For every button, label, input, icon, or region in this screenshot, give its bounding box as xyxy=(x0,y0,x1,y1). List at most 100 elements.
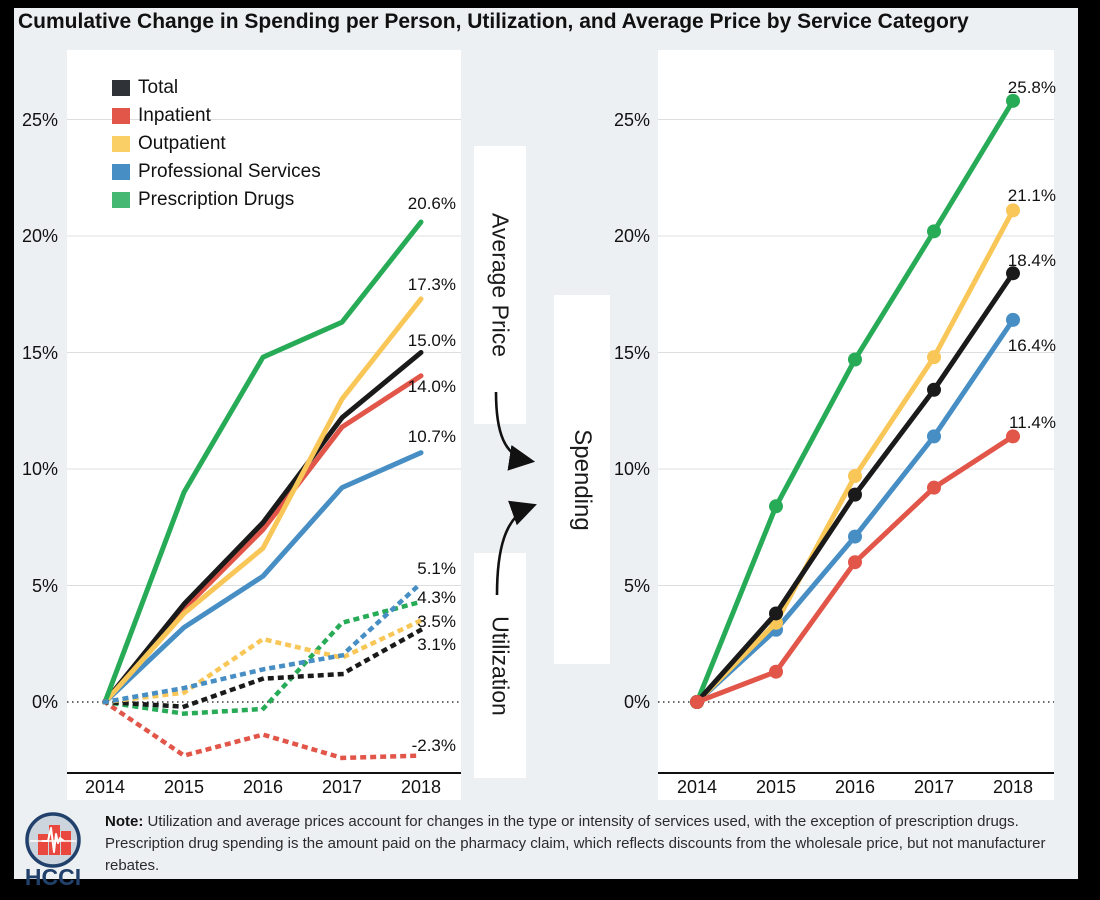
value-label-Total — Utilization: 3.1% xyxy=(417,634,456,654)
data-point-Inpatient xyxy=(927,480,941,495)
x-tick-label: 2014 xyxy=(84,777,126,797)
value-label-Prescription Drugs — Average Price: 20.6% xyxy=(407,194,456,214)
value-label-Outpatient — Utilization: 3.5% xyxy=(417,612,456,632)
logo-bar-icon xyxy=(61,831,71,855)
series-line-Total — Average Price xyxy=(102,350,424,705)
series-line-Outpatient xyxy=(694,207,1016,705)
legend-item-Professional Services: Professional Services xyxy=(112,158,321,186)
x-tick-label: 2015 xyxy=(755,777,797,797)
logo-text: HCCI xyxy=(25,864,81,890)
series-line-Professional Services xyxy=(694,317,1016,705)
page-title: Cumulative Change in Spending per Person… xyxy=(18,10,969,33)
y-tick-label: 0% xyxy=(31,692,58,712)
value-label-Outpatient: 21.1% xyxy=(1007,186,1056,206)
series-line-Inpatient — Utilization xyxy=(101,698,424,761)
average-price-annotation-box: Average Price xyxy=(474,146,526,424)
value-label-Inpatient — Average Price: 14.0% xyxy=(407,376,456,396)
utilization-to-spending-arrow xyxy=(495,500,537,596)
x-tick-label: 2017 xyxy=(913,777,955,797)
legend-swatch-icon xyxy=(112,80,130,96)
value-label-Total — Average Price: 15.0% xyxy=(407,331,456,350)
y-tick-label: 15% xyxy=(21,342,58,363)
y-tick-label: 5% xyxy=(31,575,58,596)
series-line-Outpatient — Average Price xyxy=(102,296,424,705)
data-point-Prescription Drugs xyxy=(769,499,783,514)
data-point-Inpatient xyxy=(848,555,862,570)
spending-plot xyxy=(658,93,1054,774)
data-point-Professional Services xyxy=(927,429,941,444)
data-point-Inpatient xyxy=(690,695,704,709)
x-tick-label: 2018 xyxy=(400,777,442,797)
value-label-Total: 18.4% xyxy=(1007,251,1056,271)
value-label-Inpatient — Utilization: -2.3% xyxy=(411,735,456,755)
series-line-Total — Utilization xyxy=(102,626,425,709)
value-label-Professional Services: 16.4% xyxy=(1007,335,1056,355)
logo-ekg-icon xyxy=(42,827,65,853)
flow-arrows xyxy=(494,391,537,596)
legend-item-Total: Total xyxy=(112,74,321,102)
data-point-Total xyxy=(848,487,862,502)
x-tick-label: 2016 xyxy=(242,777,284,797)
data-point-Outpatient xyxy=(927,350,941,365)
data-point-Prescription Drugs xyxy=(927,224,941,239)
y-tick-label: 5% xyxy=(623,575,650,596)
y-tick-label: 20% xyxy=(613,226,650,246)
value-label-Prescription Drugs: 25.8% xyxy=(1007,77,1056,97)
footnote-label: Note: xyxy=(105,813,144,830)
legend-label: Professional Services xyxy=(138,161,321,182)
data-point-Outpatient xyxy=(1006,203,1020,218)
data-point-Inpatient xyxy=(1006,429,1020,444)
legend-item-Inpatient: Inpatient xyxy=(112,102,321,130)
price-utilization-plot xyxy=(67,119,461,774)
x-tick-label: 2016 xyxy=(834,777,876,797)
legend-label: Prescription Drugs xyxy=(138,189,295,210)
legend: Total Inpatient Outpatient Professional Ser… xyxy=(112,74,321,214)
legend-label: Inpatient xyxy=(138,105,211,126)
data-point-Total xyxy=(769,606,783,621)
average-price-to-spending-arrow xyxy=(494,391,536,471)
series-line-Professional Services — Utilization xyxy=(102,579,425,705)
x-tick-label: 2018 xyxy=(992,777,1034,797)
series-line-Professional Services — Average Price xyxy=(102,450,424,705)
y-tick-label: 15% xyxy=(613,342,650,363)
data-point-Professional Services xyxy=(1006,312,1020,327)
legend-item-Outpatient: Outpatient xyxy=(112,130,321,158)
value-label-Professional Services — Average Price: 10.7% xyxy=(407,426,456,446)
series-line-Inpatient — Average Price xyxy=(102,373,424,705)
data-point-Inpatient xyxy=(769,664,783,679)
series-line-Prescription Drugs — Average Price xyxy=(102,219,424,705)
footnote: Note: Utilization and average prices acc… xyxy=(105,811,1063,876)
value-label-Outpatient — Average Price: 17.3% xyxy=(407,274,456,294)
data-point-Total xyxy=(927,382,941,397)
y-tick-label: 10% xyxy=(21,459,58,479)
data-point-Outpatient xyxy=(848,468,862,483)
series-line-Prescription Drugs xyxy=(694,98,1016,705)
footnote-text: Utilization and average prices account f… xyxy=(105,813,1046,874)
y-tick-label: 20% xyxy=(21,226,58,246)
y-tick-label: 25% xyxy=(21,109,58,130)
x-tick-label: 2017 xyxy=(321,777,363,797)
data-point-Total xyxy=(1006,266,1020,281)
price-utilization-chart: 15.0% 14.0% 17.3% 10.7% 20.6% 3.1% -2.3% 3.5% 5.… xyxy=(67,50,461,800)
y-tick-label: 25% xyxy=(613,109,650,130)
logo-bar-icon xyxy=(38,834,48,855)
hcci-logo: HCCI xyxy=(25,812,81,890)
series-line-Prescription Drugs — Utilization xyxy=(102,599,424,716)
legend-swatch-icon xyxy=(112,192,130,208)
x-tick-label: 2014 xyxy=(676,777,718,797)
legend-swatch-icon xyxy=(112,108,130,124)
legend-label: Total xyxy=(138,77,179,98)
data-point-Prescription Drugs xyxy=(1006,93,1020,108)
legend-swatch-icon xyxy=(112,164,130,180)
series-line-Outpatient — Utilization xyxy=(102,617,424,705)
spending-annotation-box: Spending xyxy=(554,295,610,664)
data-point-Professional Services xyxy=(848,529,862,544)
legend-swatch-icon xyxy=(112,136,130,152)
y-tick-label: 0% xyxy=(623,692,650,712)
value-label-Inpatient: 11.4% xyxy=(1009,413,1056,433)
y-tick-label: 10% xyxy=(613,459,650,479)
spending-chart: 18.4% 11.4% 21.1% 16.4% 25.8% xyxy=(658,50,1056,800)
value-label-Professional Services — Utilization: 5.1% xyxy=(417,559,456,579)
value-label-Prescription Drugs — Utilization: 4.3% xyxy=(417,587,456,607)
